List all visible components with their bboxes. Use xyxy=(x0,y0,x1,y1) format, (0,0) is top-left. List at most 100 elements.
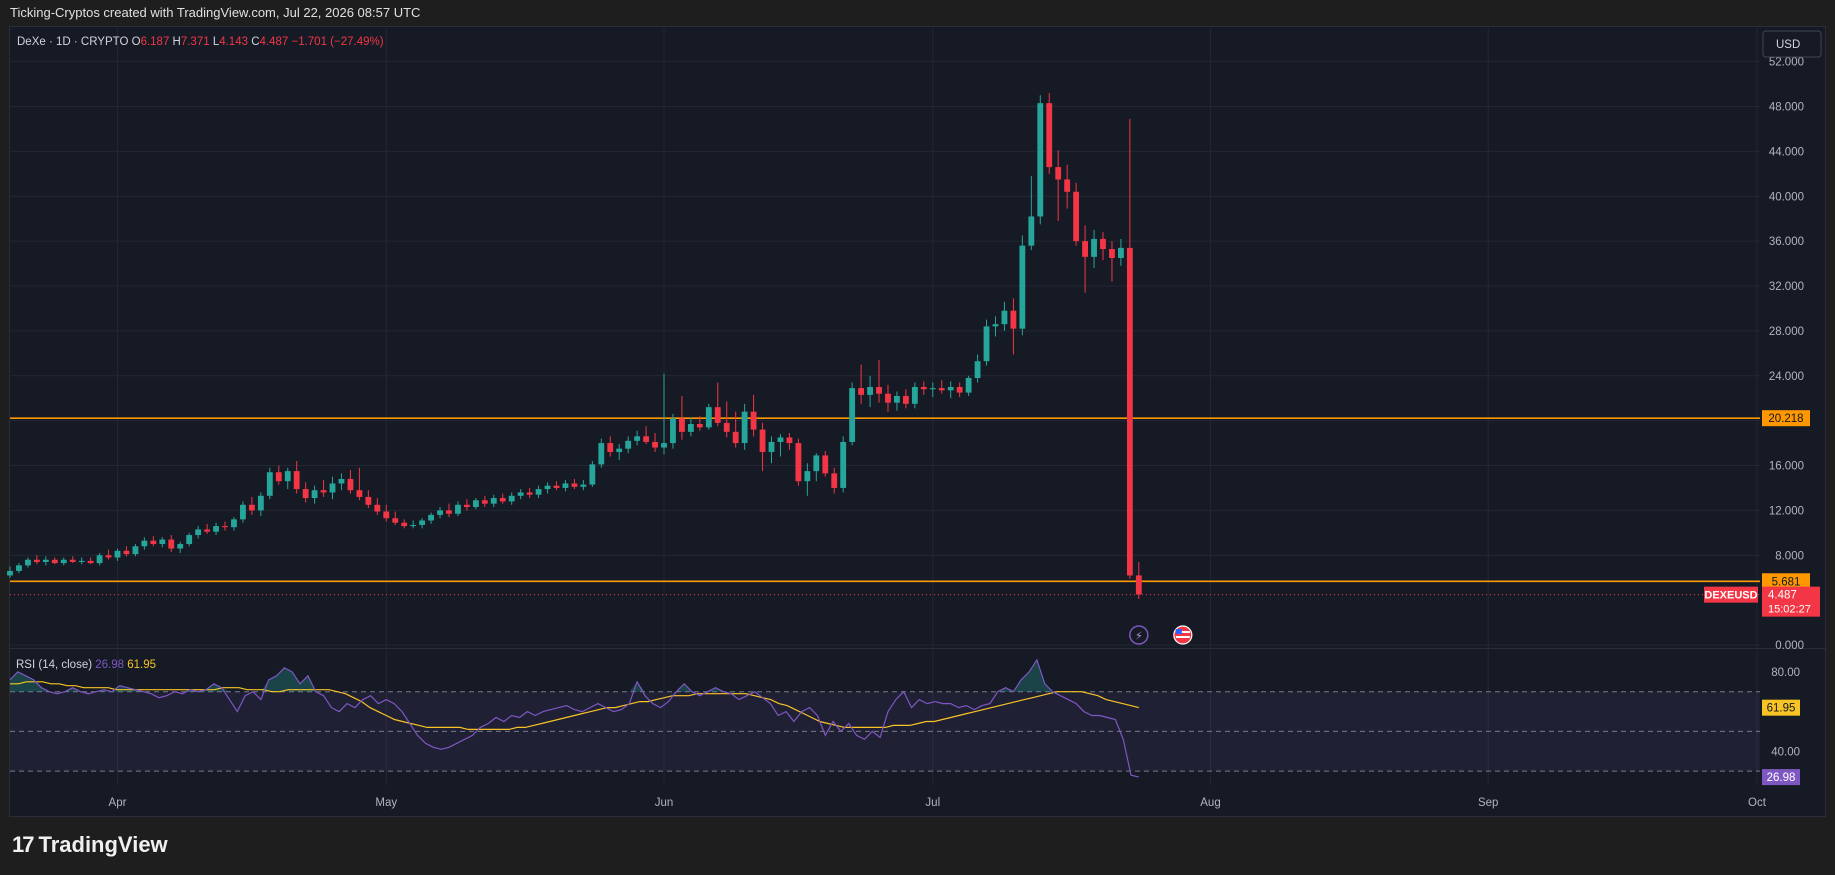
candle-up xyxy=(410,524,417,527)
rsi-value-tag xyxy=(1762,769,1800,786)
candle-up xyxy=(455,504,461,514)
candle-up xyxy=(804,471,811,482)
candle-down xyxy=(553,485,560,488)
candle-down xyxy=(1109,248,1115,258)
open-label: O xyxy=(132,36,141,48)
candle-down xyxy=(446,510,452,514)
candle-up xyxy=(929,388,936,390)
candle-up xyxy=(141,540,148,547)
price-tick-label: 28.000 xyxy=(1769,326,1804,338)
lightning-event-icon xyxy=(1129,625,1149,645)
candle-down xyxy=(1064,179,1071,192)
candle-down xyxy=(275,472,282,482)
candle-down xyxy=(204,529,211,532)
candle-down xyxy=(1073,191,1080,242)
currency-label: USD xyxy=(1776,39,1800,51)
price-tick-label: 32.000 xyxy=(1769,281,1804,293)
candle-up xyxy=(428,514,434,521)
candle-up xyxy=(213,526,219,532)
candle-up xyxy=(768,441,775,453)
candle-down xyxy=(652,441,658,448)
candle-up xyxy=(670,418,676,444)
candle-up xyxy=(1118,247,1124,258)
rsi-ma-tag xyxy=(1762,699,1800,716)
candle-down xyxy=(885,393,891,403)
candle-up xyxy=(687,424,694,432)
candle-down xyxy=(248,504,255,511)
flag-stripe xyxy=(1175,631,1190,633)
candle-down xyxy=(902,395,909,404)
price-tick-label: 44.000 xyxy=(1769,146,1804,158)
open-value: 6.187 xyxy=(141,36,170,48)
candle-up xyxy=(419,520,426,525)
candle-up xyxy=(589,464,596,485)
price-tick-label: 16.000 xyxy=(1769,461,1804,473)
candle-down xyxy=(1100,238,1106,249)
candle-down xyxy=(1135,575,1142,595)
price-tick-label: 0.000 xyxy=(1775,640,1804,652)
candle-up xyxy=(705,407,712,428)
candle-down xyxy=(51,559,58,564)
candle-up xyxy=(517,492,524,496)
candle-up xyxy=(114,550,121,558)
candle-down xyxy=(1126,247,1133,576)
candle-up xyxy=(894,395,900,403)
candle-down xyxy=(499,498,506,502)
rsi-overbought-fill xyxy=(10,659,1139,692)
candle-up xyxy=(974,361,981,379)
price-tick-label: 48.000 xyxy=(1769,102,1804,114)
rsi-legend-value: 26.98 xyxy=(92,659,124,671)
level-price-tag-label: 5.681 xyxy=(1772,576,1801,588)
candle-up xyxy=(1091,238,1097,257)
level-price-tag-label: 20.218 xyxy=(1768,413,1803,425)
candle-up xyxy=(1037,103,1044,217)
candle-up xyxy=(329,483,336,493)
candle-up xyxy=(992,324,999,327)
candle-up xyxy=(508,495,515,502)
candle-up xyxy=(96,555,103,564)
price-tick-label: 24.000 xyxy=(1769,371,1804,383)
candle-up xyxy=(661,443,667,448)
candle-down xyxy=(168,539,175,549)
candle-up xyxy=(16,565,22,571)
candle-up xyxy=(1019,245,1026,329)
last-price-tag xyxy=(1762,586,1820,617)
candle-down xyxy=(714,407,721,423)
candle-up xyxy=(544,485,551,490)
candle-up xyxy=(867,386,873,395)
rsi-ma-line xyxy=(10,681,1139,731)
candle-down xyxy=(383,511,390,519)
change-value: −1.701 (−27.49%) xyxy=(288,36,383,48)
candle-up xyxy=(947,386,954,391)
rsi-legend: RSI (14, close) 26.98 61.95 xyxy=(16,659,156,671)
candle-up xyxy=(1001,310,1008,325)
candle-down xyxy=(302,489,309,499)
bar-countdown: 15:02:27 xyxy=(1768,604,1811,616)
candle-up xyxy=(60,559,67,564)
candle-up xyxy=(240,504,246,520)
time-tick-label: May xyxy=(375,797,397,809)
candle-up xyxy=(266,472,273,496)
close-label: C xyxy=(248,36,260,48)
candle-down xyxy=(105,555,112,558)
candle-up xyxy=(911,386,918,404)
time-tick-label: Aug xyxy=(1200,797,1220,809)
candle-up xyxy=(311,490,318,499)
time-tick-label: Oct xyxy=(1748,797,1767,809)
candle-up xyxy=(813,455,820,472)
currency-button[interactable] xyxy=(1762,30,1822,58)
candle-up xyxy=(535,489,542,495)
candle-down xyxy=(920,386,927,390)
price-tick-label: 52.000 xyxy=(1769,57,1804,69)
candle-up xyxy=(616,448,623,453)
flag-stripe xyxy=(1175,636,1190,638)
low-label: L xyxy=(210,36,220,48)
candle-down xyxy=(607,443,614,453)
candle-up xyxy=(777,437,784,442)
candle-down xyxy=(293,471,300,490)
time-tick-label: Jun xyxy=(655,797,674,809)
candle-up xyxy=(186,535,193,545)
candle-down xyxy=(1010,310,1017,329)
ohlc-legend: DeXe · 1D · CRYPTO O6.187 H7.371 L4.143 … xyxy=(17,36,384,48)
